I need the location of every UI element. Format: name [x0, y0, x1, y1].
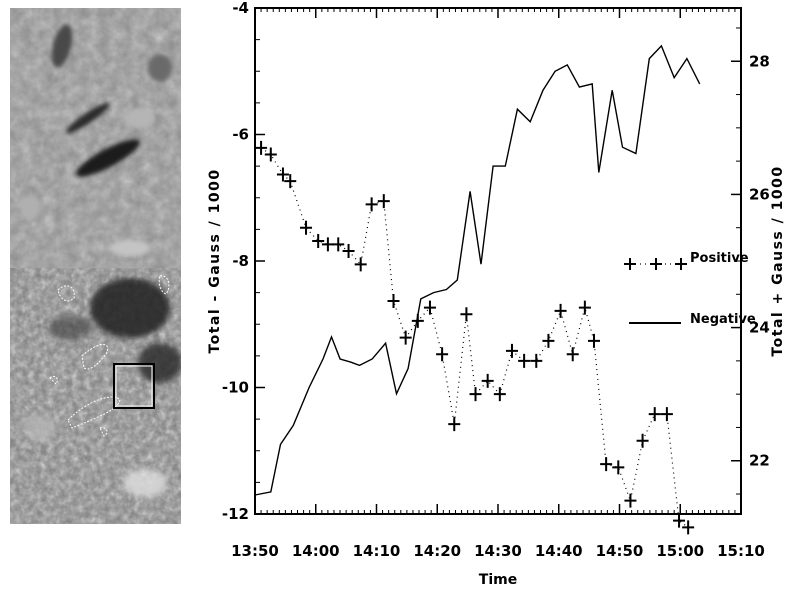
- positive-point: [377, 194, 390, 209]
- positive-point: [300, 220, 313, 235]
- positive-point: [411, 313, 424, 328]
- legend-negative-label: Negative: [690, 312, 756, 327]
- positive-point: [505, 343, 518, 358]
- positive-series-line: [260, 147, 689, 528]
- positive-point: [399, 330, 412, 345]
- positive-point: [312, 234, 325, 249]
- x-tick-label: 14:00: [292, 542, 340, 560]
- positive-point: [612, 460, 625, 475]
- positive-point: [530, 353, 543, 368]
- y-right-axis-ticks: 22 24 26 28: [731, 27, 770, 495]
- y-left-tick-label: -8: [232, 252, 249, 270]
- positive-point: [636, 433, 649, 448]
- positive-point: [600, 457, 613, 472]
- positive-point: [332, 237, 345, 252]
- positive-point: [460, 307, 473, 322]
- positive-point: [255, 140, 268, 155]
- x-tick-label: 14:20: [413, 542, 461, 560]
- positive-point: [660, 407, 673, 422]
- y-left-axis-ticks: -4 -6 -8 -10 -12: [222, 0, 265, 523]
- positive-point: [648, 407, 661, 422]
- y-left-axis-label: Total - Gauss / 1000: [207, 168, 223, 353]
- positive-point: [624, 493, 637, 508]
- y-right-tick-label: 26: [749, 185, 770, 203]
- positive-point: [321, 237, 334, 252]
- legend-positive-swatch: [624, 258, 687, 270]
- legend-positive-label: Positive: [690, 251, 749, 266]
- positive-point: [436, 347, 449, 362]
- magnetogram-top-image: [10, 8, 181, 268]
- positive-point: [423, 300, 436, 315]
- positive-point: [481, 373, 494, 388]
- positive-point: [365, 197, 378, 212]
- positive-point: [469, 387, 482, 402]
- negative-series-line: [254, 44, 701, 496]
- legend: Positive Negative: [624, 251, 756, 327]
- x-axis-label: Time: [479, 572, 517, 588]
- positive-point: [448, 417, 461, 432]
- x-tick-label: 15:10: [717, 542, 765, 560]
- y-right-tick-label: 28: [749, 52, 770, 70]
- positive-point: [587, 333, 600, 348]
- x-tick-label: 14:40: [535, 542, 583, 560]
- magnetogram-bottom-image: [10, 268, 181, 524]
- negative-series: [254, 44, 701, 496]
- plot-frame: [254, 7, 742, 515]
- y-left-tick-label: -6: [232, 126, 249, 144]
- y-left-tick-label: -4: [232, 0, 249, 17]
- positive-point: [554, 303, 567, 318]
- y-left-tick-label: -10: [222, 379, 249, 397]
- positive-point: [284, 174, 297, 189]
- positive-point: [673, 513, 686, 528]
- x-axis-ticks: 13:50 14:00 14:10 14:20 14:30 14:40 14:50 15:00…: [231, 8, 765, 560]
- y-left-tick-label: -12: [222, 505, 249, 523]
- positive-point: [342, 244, 355, 259]
- positive-series: [255, 140, 695, 535]
- x-tick-label: 13:50: [231, 542, 279, 560]
- y-right-tick-label: 22: [749, 452, 770, 470]
- positive-point: [542, 333, 555, 348]
- positive-point: [276, 167, 289, 182]
- positive-point: [264, 147, 277, 162]
- x-tick-label: 14:50: [596, 542, 644, 560]
- positive-point: [493, 387, 506, 402]
- x-tick-label: 14:10: [353, 542, 401, 560]
- positive-point: [566, 347, 579, 362]
- y-right-axis-label: Total + Gauss / 1000: [770, 165, 786, 356]
- positive-point: [682, 520, 695, 535]
- positive-point: [518, 353, 531, 368]
- y-right-tick-label: 24: [749, 319, 770, 337]
- x-tick-label: 14:30: [474, 542, 522, 560]
- positive-point: [387, 293, 400, 308]
- x-tick-label: 15:00: [656, 542, 704, 560]
- positive-point: [354, 257, 367, 272]
- positive-point: [578, 300, 591, 315]
